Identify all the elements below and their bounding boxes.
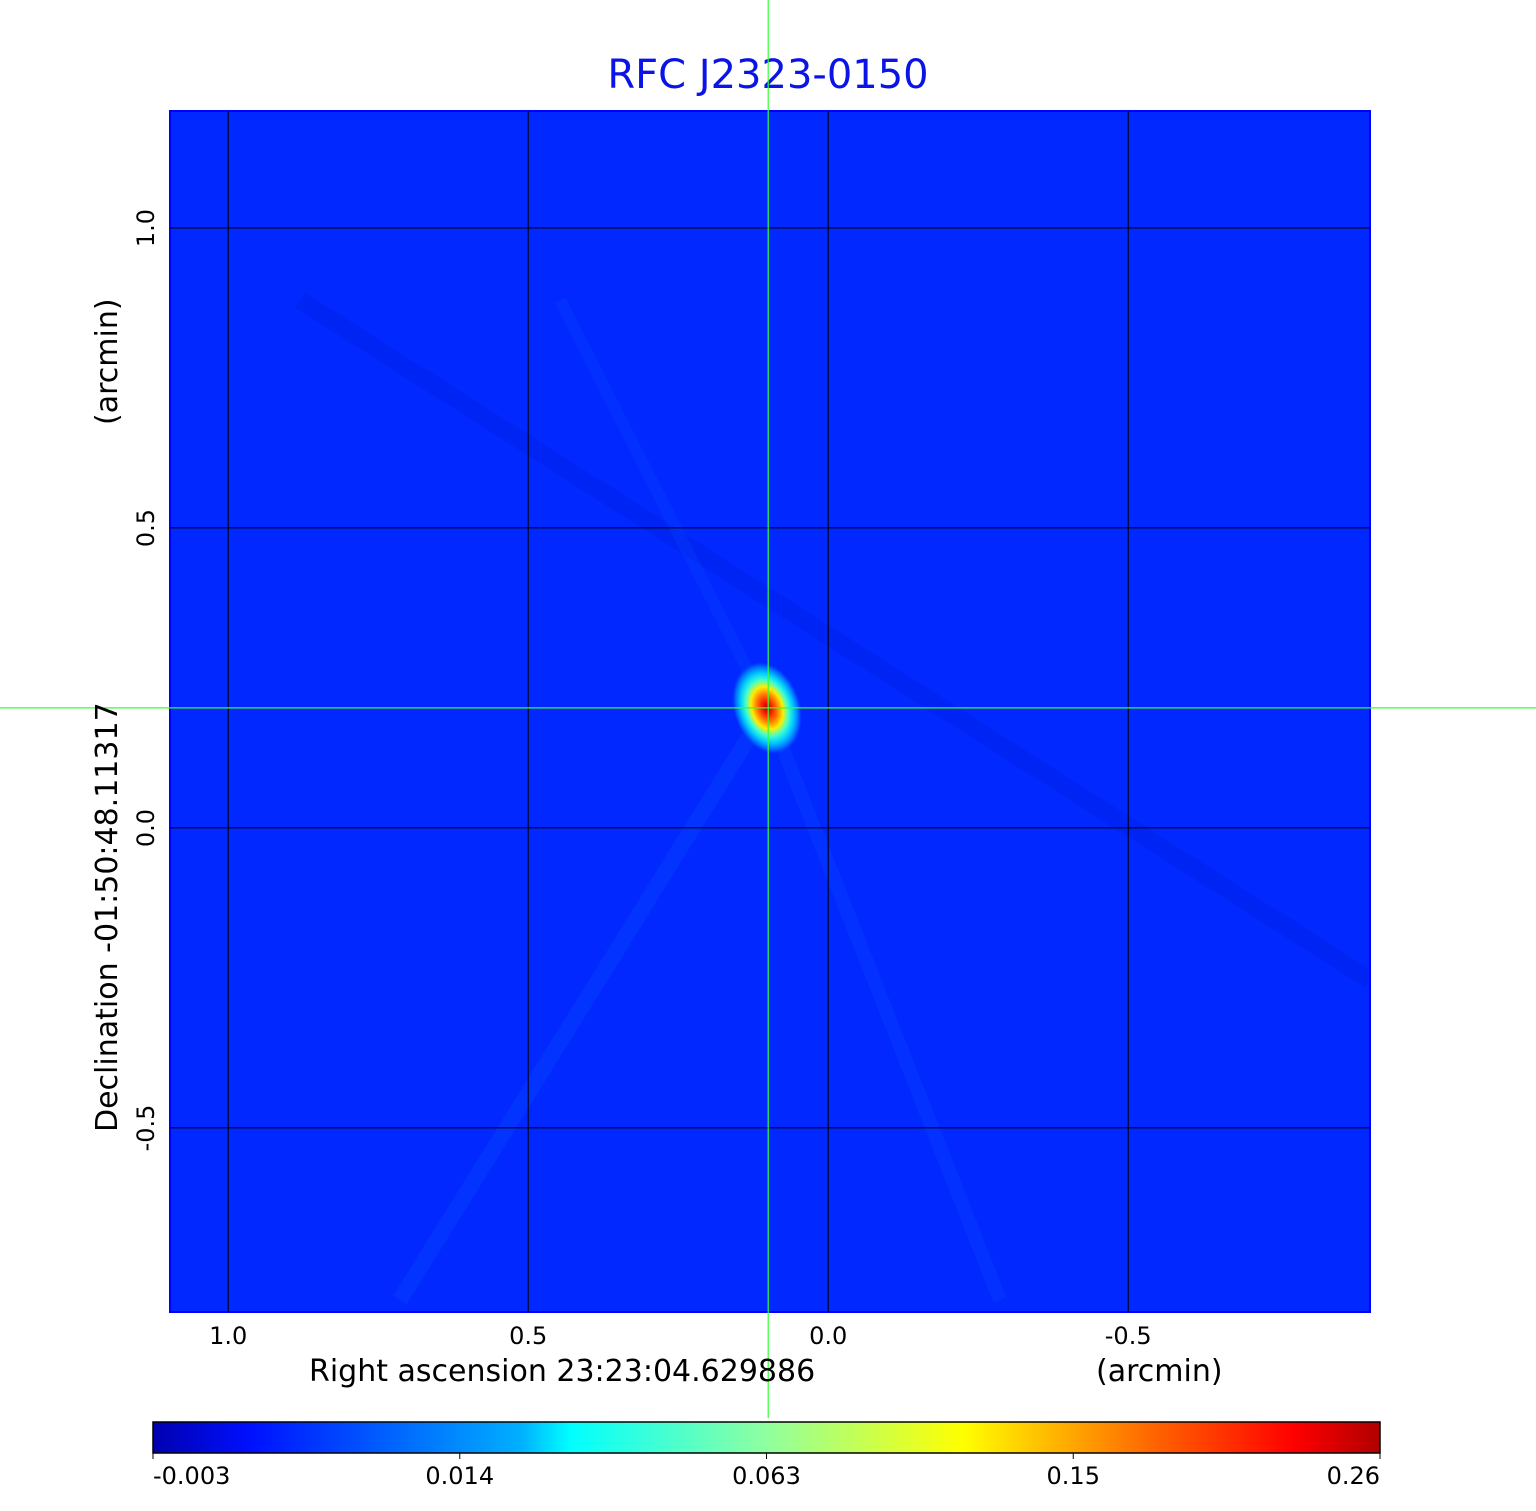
colorbar-ticks xyxy=(152,1453,1381,1459)
x-tick-label: 0.5 xyxy=(509,1322,548,1350)
colorbar-tick-label: -0.003 xyxy=(153,1462,231,1490)
x-tick-label: 0.0 xyxy=(809,1322,848,1350)
y-axis-label: Declination -01:50:48.11317 xyxy=(90,702,125,1132)
y-tick-label: 0.0 xyxy=(132,808,160,847)
x-axis-unit: (arcmin) xyxy=(1096,1354,1223,1389)
y-tick-label: 0.5 xyxy=(132,508,160,548)
crosshair xyxy=(0,0,1536,1418)
x-tick-label: -0.5 xyxy=(1104,1322,1152,1350)
colorbar-tick-label: 0.014 xyxy=(425,1462,495,1490)
colorbar-tick-label: 0.063 xyxy=(732,1462,801,1490)
y-axis-unit: (arcmin) xyxy=(90,298,125,425)
sidelobe-streaks xyxy=(295,292,1370,1305)
colorbar xyxy=(152,1421,1381,1454)
y-tick-label: 1.0 xyxy=(132,208,160,248)
x-tick-label: 1.0 xyxy=(209,1322,248,1350)
x-axis-label: Right ascension 23:23:04.629886 xyxy=(309,1354,816,1389)
colorbar-tick-label: 0.15 xyxy=(1046,1462,1100,1490)
colorbar-tick-label: 0.26 xyxy=(1326,1462,1380,1490)
y-tick-label: -0.5 xyxy=(132,1104,160,1152)
grid-lines xyxy=(170,111,1370,1312)
